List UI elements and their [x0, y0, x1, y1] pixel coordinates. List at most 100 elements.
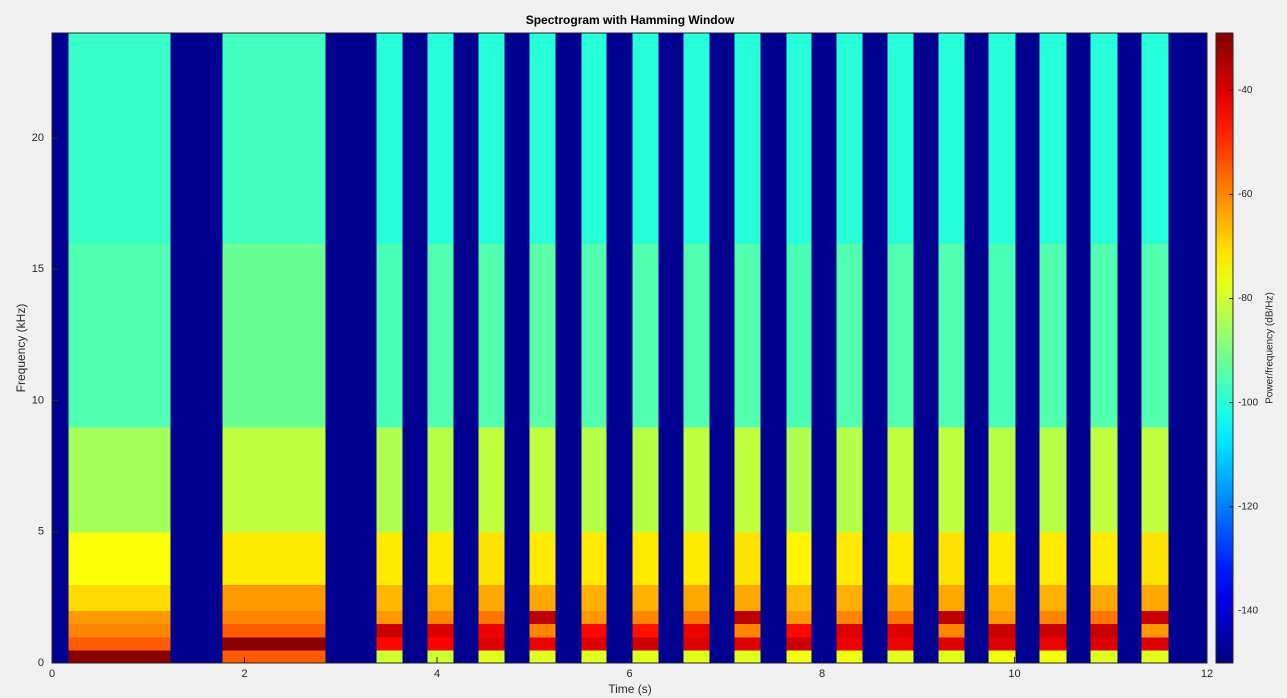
cell	[836, 33, 863, 244]
cell	[1141, 426, 1169, 533]
cell	[1039, 531, 1067, 585]
cell	[836, 243, 863, 428]
cell	[222, 531, 326, 585]
cell	[504, 649, 530, 664]
x-tick-label: 6	[626, 668, 632, 680]
cell	[1015, 531, 1041, 585]
cell	[734, 623, 761, 638]
cell	[1168, 623, 1208, 638]
x-axis-label: Time (s)	[608, 682, 652, 696]
cell	[1090, 531, 1118, 585]
cell	[786, 623, 812, 638]
cell	[1066, 610, 1092, 625]
cell	[760, 610, 787, 625]
cell	[1039, 636, 1067, 651]
x-tick-label: 4	[434, 668, 440, 680]
cell	[68, 610, 171, 625]
cell	[658, 636, 684, 651]
cell	[581, 243, 607, 428]
cell	[913, 426, 939, 533]
cell	[606, 610, 633, 625]
x-tick-label: 0	[49, 668, 55, 680]
cell	[836, 636, 863, 651]
cell	[402, 243, 428, 428]
cell	[964, 610, 990, 625]
cell	[988, 636, 1016, 651]
cell	[862, 531, 888, 585]
cell	[734, 531, 761, 585]
y-tick-label: 5	[38, 526, 44, 538]
cell	[734, 649, 761, 664]
cell	[68, 636, 171, 651]
colorbar-tick-label: -60	[1238, 189, 1253, 200]
cell	[658, 426, 684, 533]
cell	[1117, 649, 1143, 664]
cell	[170, 531, 223, 585]
cell	[529, 33, 556, 244]
cell	[913, 610, 939, 625]
cell	[427, 531, 454, 585]
cell	[581, 623, 607, 638]
cell	[68, 623, 171, 638]
x-tick-label: 2	[241, 668, 247, 680]
cell	[325, 33, 377, 244]
cell	[913, 584, 939, 611]
cell	[325, 426, 377, 533]
colorbar	[1215, 32, 1234, 664]
cell	[964, 636, 990, 651]
cell	[709, 623, 735, 638]
cell	[606, 426, 633, 533]
cell	[606, 623, 633, 638]
cell	[222, 636, 326, 651]
cell	[658, 623, 684, 638]
colorbar-tick-label: -80	[1238, 293, 1253, 304]
cell	[1168, 610, 1208, 625]
cell	[786, 649, 812, 664]
cell	[170, 243, 223, 428]
cell	[376, 426, 403, 533]
cell	[478, 426, 505, 533]
cell	[862, 636, 888, 651]
cell	[504, 243, 530, 428]
cell	[170, 623, 223, 638]
cell	[1015, 636, 1041, 651]
cell	[938, 636, 965, 651]
cell	[632, 610, 659, 625]
cell	[988, 584, 1016, 611]
cell	[1066, 243, 1092, 428]
cell	[529, 623, 556, 638]
cell	[402, 584, 428, 611]
cell	[529, 649, 556, 664]
cell	[1117, 243, 1143, 428]
cell	[1141, 649, 1169, 664]
cell	[402, 649, 428, 664]
cell	[402, 531, 428, 585]
cell	[325, 584, 377, 611]
cell	[453, 33, 479, 244]
cell	[862, 243, 888, 428]
x-tick-label: 8	[819, 668, 825, 680]
cell	[1066, 584, 1092, 611]
cell	[988, 531, 1016, 585]
cell	[222, 243, 326, 428]
cell	[709, 610, 735, 625]
cell	[52, 243, 69, 428]
cell	[1117, 584, 1143, 611]
cell	[964, 426, 990, 533]
cell	[887, 531, 914, 585]
cell	[913, 623, 939, 638]
cell	[811, 243, 837, 428]
cell	[913, 531, 939, 585]
cell	[964, 623, 990, 638]
cell	[887, 426, 914, 533]
cell	[555, 33, 582, 244]
x-tick-label: 12	[1201, 668, 1213, 680]
cell	[376, 649, 403, 664]
cell	[222, 649, 326, 664]
cell	[68, 426, 171, 533]
cell	[453, 636, 479, 651]
cell	[632, 623, 659, 638]
cell	[887, 33, 914, 244]
cell	[1015, 33, 1041, 244]
